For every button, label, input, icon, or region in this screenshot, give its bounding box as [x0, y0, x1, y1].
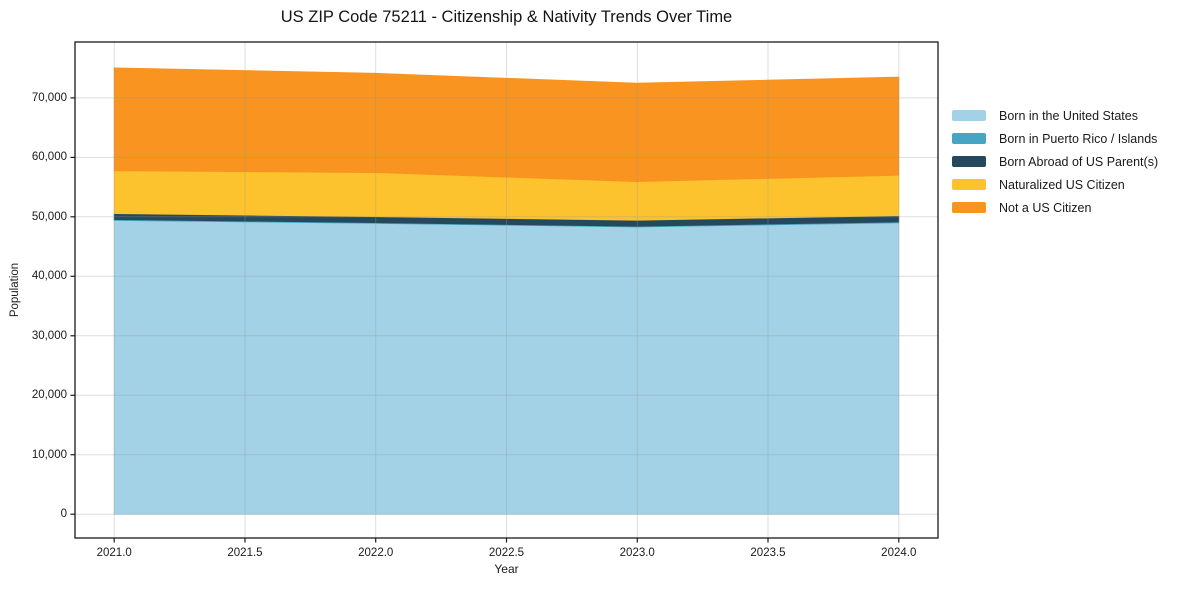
legend-swatch-naturalized-icon — [952, 179, 986, 190]
x-tick-label: 2021.5 — [227, 547, 263, 559]
legend-swatch-born-abroad-icon — [952, 156, 986, 167]
x-axis-label: Year — [494, 562, 519, 576]
x-tick-label: 2021.0 — [96, 547, 132, 559]
x-tick-label: 2023.5 — [750, 547, 786, 559]
legend-item: Born in the United States — [952, 104, 1158, 127]
y-tick-label: 0 — [60, 508, 67, 521]
chart-title: US ZIP Code 75211 - Citizenship & Nativi… — [280, 8, 733, 26]
y-tick-label: 70,000 — [31, 91, 67, 104]
legend-swatch-born-pr-icon — [952, 133, 986, 144]
legend-item: Not a US Citizen — [952, 196, 1158, 219]
legend-label: Born in Puerto Rico / Islands — [999, 131, 1158, 146]
legend-label: Born Abroad of US Parent(s) — [999, 154, 1159, 169]
y-tick-label: 30,000 — [31, 329, 67, 342]
legend-label: Not a US Citizen — [999, 200, 1092, 215]
x-tick-label: 2023.0 — [619, 547, 655, 559]
y-tick-label: 60,000 — [31, 151, 67, 164]
legend: Born in the United States Born in Puerto… — [952, 104, 1158, 219]
area-series-4 — [113, 67, 900, 183]
legend-label: Born in the United States — [999, 108, 1138, 123]
legend-item: Naturalized US Citizen — [952, 173, 1158, 196]
y-tick-label: 50,000 — [31, 210, 67, 223]
legend-swatch-born-us-icon — [952, 110, 986, 121]
y-tick-label: 20,000 — [31, 389, 67, 402]
legend-item: Born in Puerto Rico / Islands — [952, 127, 1158, 150]
y-tick-label: 40,000 — [31, 270, 67, 283]
x-tick-label: 2022.0 — [358, 547, 394, 559]
x-tick-label: 2022.5 — [488, 547, 525, 559]
legend-item: Born Abroad of US Parent(s) — [952, 150, 1158, 173]
y-tick-label: 10,000 — [31, 448, 67, 461]
legend-swatch-not-citizen-icon — [952, 202, 986, 213]
x-tick-label: 2024.0 — [881, 547, 917, 559]
legend-label: Naturalized US Citizen — [999, 177, 1125, 192]
